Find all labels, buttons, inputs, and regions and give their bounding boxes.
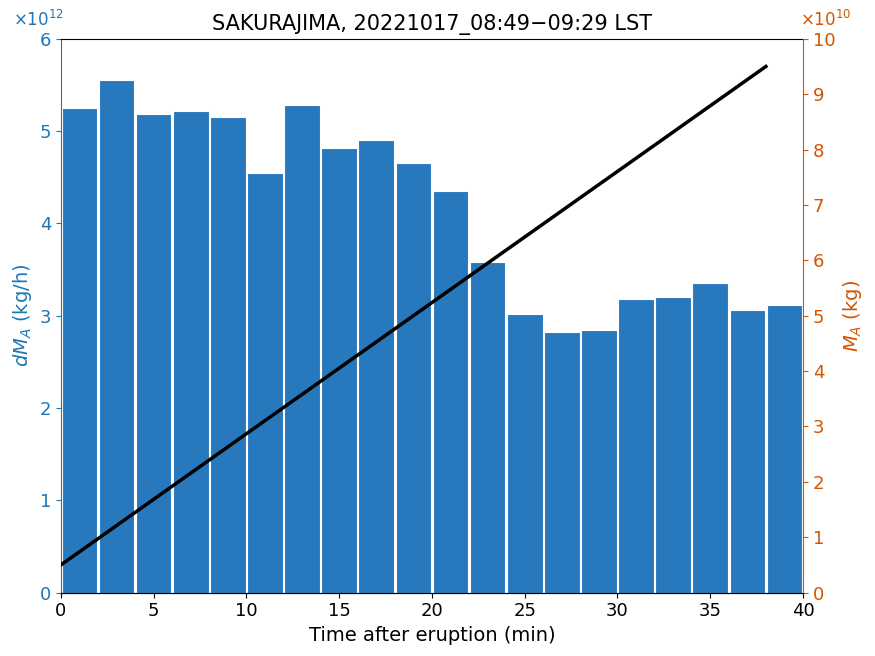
Bar xyxy=(99,80,135,592)
Bar xyxy=(766,304,802,592)
Text: $\times10^{10}$: $\times10^{10}$ xyxy=(800,10,851,30)
Bar xyxy=(655,297,691,592)
Bar xyxy=(61,108,97,592)
Bar xyxy=(396,163,431,592)
Bar xyxy=(730,310,765,592)
Bar xyxy=(210,117,246,592)
Bar xyxy=(247,173,283,592)
Bar xyxy=(619,299,654,592)
Bar xyxy=(470,262,506,592)
X-axis label: Time after eruption (min): Time after eruption (min) xyxy=(309,626,556,645)
Title: SAKURAJIMA, 20221017_08:49−09:29 LST: SAKURAJIMA, 20221017_08:49−09:29 LST xyxy=(212,14,652,35)
Bar xyxy=(284,105,320,592)
Text: $\times10^{12}$: $\times10^{12}$ xyxy=(12,10,64,30)
Bar xyxy=(321,148,357,592)
Y-axis label: $dM_A$ (kg/h): $dM_A$ (kg/h) xyxy=(11,264,34,367)
Y-axis label: $M_A$ (kg): $M_A$ (kg) xyxy=(841,279,864,352)
Bar xyxy=(544,333,579,592)
Bar xyxy=(692,283,728,592)
Bar xyxy=(136,115,172,592)
Bar xyxy=(173,111,208,592)
Bar xyxy=(507,314,542,592)
Bar xyxy=(359,140,394,592)
Bar xyxy=(581,329,617,592)
Bar xyxy=(432,191,468,592)
